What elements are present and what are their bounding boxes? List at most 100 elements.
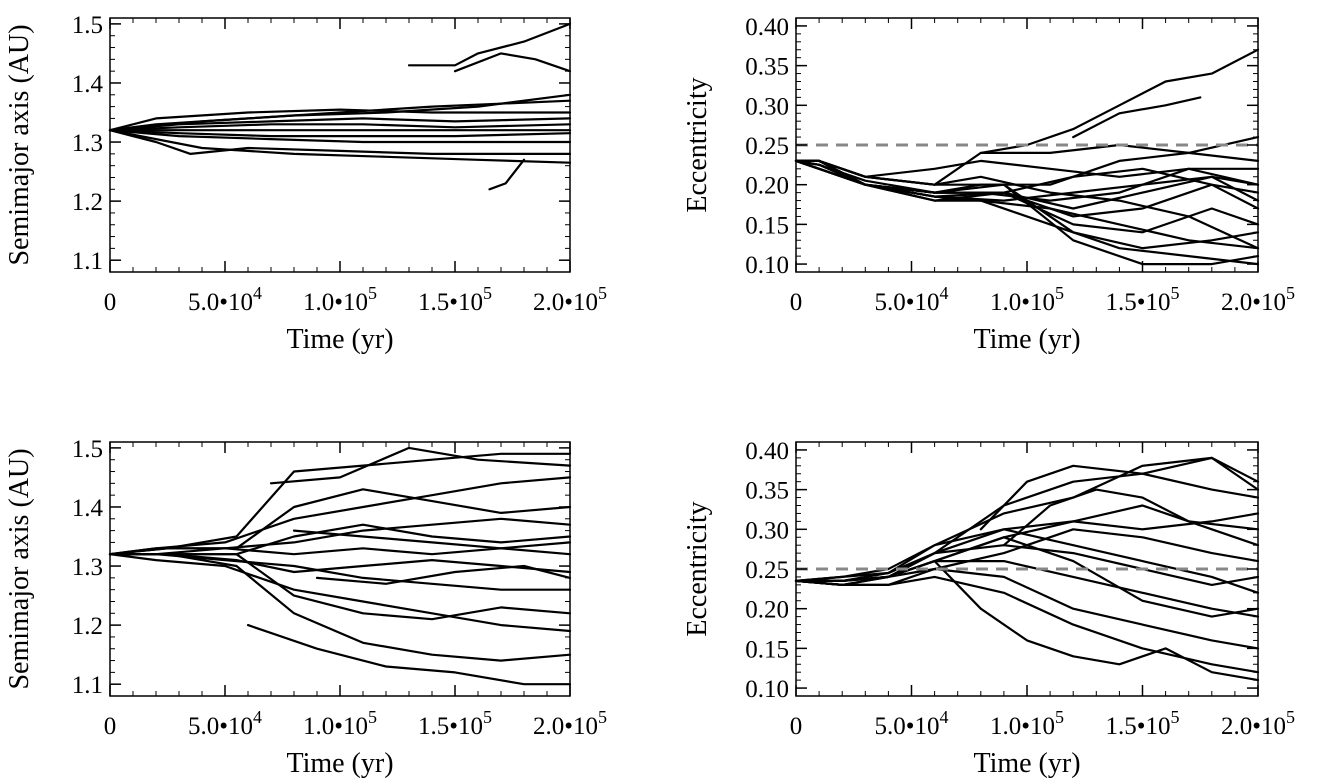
y-tick-label: 0.25 [745,557,789,584]
x-tick-exponent: 5 [368,283,377,303]
x-tick-label: 5.0•104 [874,283,948,316]
x-tick-exponent: 5 [483,707,492,727]
x-tick-label: 1.5•105 [418,283,492,316]
x-tick-mantissa: 0 [790,289,803,316]
x-tick-label: 5.0•104 [188,283,262,316]
x-tick-exponent: 4 [253,707,262,727]
x-tick-mantissa: 5.0•10 [874,289,939,316]
series-line-5 [108,553,572,633]
x-axis-label: Time (yr) [973,324,1080,355]
x-tick-label: 2.0•105 [1221,283,1295,316]
y-tick-label: 0.35 [745,478,789,505]
x-tick-mantissa: 1.5•10 [418,713,483,740]
x-tick-mantissa: 1.5•10 [1105,713,1170,740]
series-line-15 [315,564,572,585]
x-tick-label: 2.0•105 [533,707,607,740]
series-line-11 [108,553,572,621]
x-tick-label: 0 [790,713,803,740]
y-tick-label: 0.40 [745,438,789,465]
panel-top-left-semimajor-axis: 1.11.21.31.41.50 5.0•104 1.0•105 1.5•105 2.0… [4,12,607,355]
series-group [108,22,572,191]
x-tick-label: 1.0•105 [990,283,1064,316]
x-tick-label: 0 [790,289,803,316]
x-tick-mantissa: 2.0•10 [533,713,598,740]
x-axis-label: Time (yr) [286,324,393,355]
x-tick-mantissa: 5.0•10 [874,713,939,740]
series-line-12 [246,624,572,686]
y-axis-label: Semimajor axis (AU) [4,24,35,265]
x-tick-exponent: 5 [483,283,492,303]
x-tick-mantissa: 2.0•10 [533,289,598,316]
x-tick-label: 1.5•105 [418,707,492,740]
y-tick-label: 0.30 [745,517,789,544]
y-tick-label: 1.3 [72,554,103,581]
x-tick-exponent: 5 [598,707,607,727]
y-tick-label: 1.1 [72,672,103,699]
x-tick-mantissa: 1.5•10 [418,289,483,316]
series-line-15 [979,48,1260,154]
x-tick-exponent: 4 [940,283,949,303]
series-line-9 [794,528,1260,582]
y-tick-label: 0.10 [745,676,789,703]
series-line-13 [269,446,572,485]
x-tick-label: 1.0•105 [303,283,377,316]
x-tick-mantissa: 1.0•10 [303,289,368,316]
y-tick-label: 1.4 [72,495,104,522]
panel-top-right-eccentricity: 0.10 0.15 0.20 0.25 0.30 0.35 0.40 0 5.0•104 1.0•… [682,14,1295,355]
x-tick-mantissa: 0 [790,713,803,740]
y-tick-label: 1.1 [72,248,103,275]
x-tick-mantissa: 1.5•10 [1105,289,1170,316]
x-tick-mantissa: 1.0•10 [990,289,1055,316]
x-tick-exponent: 5 [1286,707,1295,727]
series-line-6 [108,452,572,556]
x-tick-label: 0 [104,289,117,316]
x-tick-mantissa: 0 [104,713,117,740]
y-tick-label: 0.35 [745,54,789,81]
series-line-12 [453,52,572,73]
series-line-3 [108,553,572,591]
series-line-10 [108,93,572,132]
y-tick-label: 0.40 [745,14,789,41]
y-tick-label: 1.5 [72,436,103,463]
y-tick-label: 1.2 [72,613,103,640]
x-tick-label: 2.0•105 [1221,707,1295,740]
series-line-7 [794,575,1260,674]
series-line-5 [794,159,1260,234]
series-line-14 [1002,488,1260,547]
series-line-14 [292,529,572,550]
y-tick-label: 0.20 [745,597,789,624]
series-group [108,446,572,686]
series-line-11 [407,22,572,67]
x-tick-label: 2.0•105 [533,283,607,316]
x-tick-exponent: 5 [1055,707,1064,727]
series-line-10 [108,488,572,556]
series-line-11 [794,159,1260,250]
x-tick-label: 0 [104,713,117,740]
series-line-6 [794,456,1260,582]
x-tick-label: 5.0•104 [874,707,948,740]
y-axis-label: Eccentricity [682,501,713,636]
y-tick-label: 1.3 [72,130,103,157]
series-line-9 [108,129,572,164]
series-line-6 [108,129,572,138]
series-line-10 [794,136,1260,194]
x-tick-label: 1.0•105 [990,707,1064,740]
panel-bottom-right-eccentricity: 0.10 0.15 0.20 0.25 0.30 0.35 0.40 0 5.0•104 1.0•… [682,438,1295,779]
y-tick-label: 1.5 [72,12,103,39]
x-tick-exponent: 4 [253,283,262,303]
y-tick-label: 0.25 [745,133,789,160]
y-tick-label: 0.15 [745,636,789,663]
y-tick-label: 0.30 [745,93,789,120]
x-tick-exponent: 5 [598,283,607,303]
x-tick-exponent: 5 [1286,283,1295,303]
series-line-1 [794,528,1260,594]
series-line-2 [108,108,572,132]
x-tick-mantissa: 2.0•10 [1221,289,1286,316]
series-line-16 [1072,96,1202,139]
x-tick-mantissa: 0 [104,289,117,316]
series-line-12 [933,560,1260,682]
x-tick-mantissa: 5.0•10 [188,289,253,316]
y-tick-label: 0.20 [745,173,789,200]
x-tick-exponent: 4 [940,707,949,727]
series-line-4 [108,123,572,132]
